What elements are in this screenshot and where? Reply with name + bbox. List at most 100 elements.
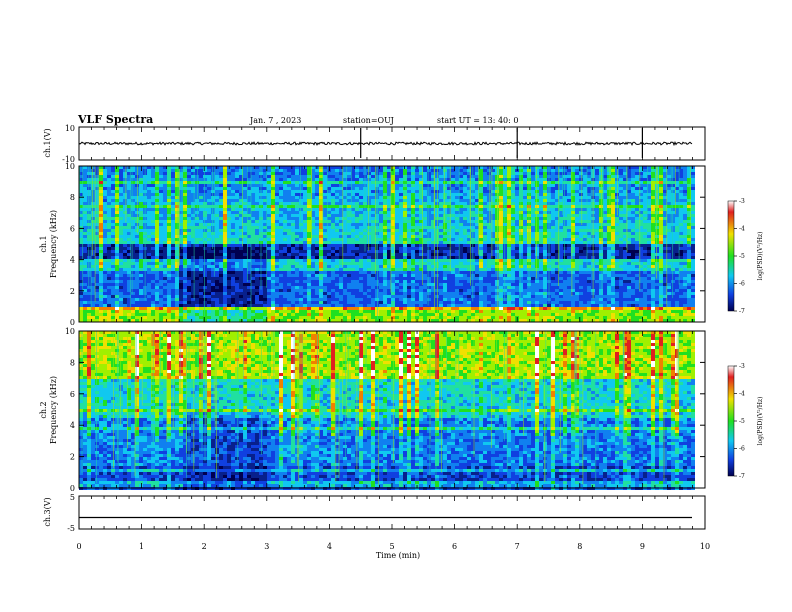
ch1-spectrogram-cell — [595, 220, 599, 223]
ch1-spectrogram-cell — [359, 187, 363, 190]
ch1-spectrogram-cell — [235, 217, 239, 220]
ch1-spectrogram-cell — [207, 256, 211, 259]
ch1-spectrogram-cell — [443, 196, 447, 199]
ch1-spectrogram-cell — [247, 196, 251, 199]
ch1-spectrogram-cell — [163, 235, 167, 238]
ch1-spectrogram-cell — [335, 232, 339, 235]
ch1-spectrogram-cell — [311, 208, 315, 211]
ch1-spectrogram-cell — [303, 184, 307, 187]
ch1-spectrogram-cell — [611, 232, 615, 235]
ch1-spectrogram-cell — [111, 214, 115, 217]
ch1-spectrogram-cell — [639, 256, 643, 259]
ch1-spectrogram-cell — [267, 208, 271, 211]
ch1-spectrogram-cell — [647, 214, 651, 217]
ch1-spectrogram-cell — [83, 211, 87, 214]
ch1-spectrogram-cell — [163, 208, 167, 211]
ch1-spectrogram-cell — [587, 175, 591, 178]
ch1-spectrogram-cell — [491, 181, 495, 184]
ch1-spectrogram-cell — [687, 232, 691, 235]
ch1-spectrogram-cell — [235, 226, 239, 229]
ch1-spectrogram-cell — [187, 169, 191, 172]
ch1-spectrogram-cell — [351, 193, 355, 196]
ch1-spectrogram-cell — [447, 253, 451, 256]
ch1-spectrogram-cell — [651, 178, 655, 181]
ch1-spectrogram-cell — [383, 202, 387, 205]
ch1-spectrogram-cell — [255, 187, 259, 190]
ch1-spectrogram-cell — [491, 256, 495, 259]
ch1-spectrogram-cell — [607, 193, 611, 196]
ch1-spectrogram-cell — [631, 172, 635, 175]
ch1-spectrogram-cell — [459, 235, 463, 238]
ch1-spectrogram-cell — [263, 175, 267, 178]
ch1-spectrogram-cell — [339, 232, 343, 235]
ch1-spectrogram-cell — [523, 214, 527, 217]
ch1-spectrogram-cell — [687, 187, 691, 190]
ch1-spectrogram-cell — [227, 208, 231, 211]
ch1-spectrogram-cell — [363, 256, 367, 259]
ch1-spectrogram-cell — [147, 193, 151, 196]
ch1-spectrogram-cell — [79, 244, 83, 247]
ch1-spectrogram-cell — [355, 244, 359, 247]
ch1-spectrogram-cell — [299, 235, 303, 238]
ch1-spectrogram-cell — [227, 184, 231, 187]
ch1-spectrogram-cell — [615, 226, 619, 229]
ch1-spectrogram-cell — [327, 244, 331, 247]
ch1-spectrogram-cell — [495, 250, 499, 253]
ch1-spectrogram-cell — [335, 202, 339, 205]
ch1-spectrogram-cell — [111, 202, 115, 205]
ch1-spectrogram-cell — [451, 235, 455, 238]
ch1-spectrogram-cell — [219, 211, 223, 214]
ch1-spectrogram-cell — [315, 241, 319, 244]
ch1-spectrogram-cell — [111, 196, 115, 199]
ch1-spectrogram-cell — [391, 220, 395, 223]
ch1-spectrogram-cell — [275, 250, 279, 253]
ch1-spectrogram-cell — [587, 181, 591, 184]
ch1-spectrogram-cell — [615, 247, 619, 250]
ch1-spectrogram-cell — [443, 241, 447, 244]
ch1-spectrogram-cell — [571, 202, 575, 205]
ch1-spectrogram-cell — [543, 259, 547, 262]
ch1-spectrogram-cell — [687, 238, 691, 241]
ch1-spectrogram-cell — [131, 184, 135, 187]
ch1-spectrogram-cell — [331, 193, 335, 196]
ch1-spectrogram-cell — [603, 172, 607, 175]
ch1-spectrogram-cell — [115, 247, 119, 250]
ch1-spectrogram-cell — [599, 190, 603, 193]
ch1-spectrogram-cell — [491, 250, 495, 253]
ch1-spectrogram-cell — [211, 181, 215, 184]
ch1-spectrogram-cell — [443, 202, 447, 205]
ch1-spectrogram-cell — [103, 181, 107, 184]
ch1-spectrogram-cell — [191, 196, 195, 199]
ch1-spectrogram-cell — [679, 220, 683, 223]
ch1-spectrogram-cell — [175, 187, 179, 190]
ch1-spectrogram-cell — [159, 259, 163, 262]
ch1-spectrogram-cell — [147, 196, 151, 199]
ch1-spectrogram-cell — [147, 229, 151, 232]
ch1-spectrogram-cell — [79, 208, 83, 211]
ch1-spectrogram-cell — [379, 256, 383, 259]
ch1-spectrogram-cell — [651, 232, 655, 235]
ch1-spectrogram-cell — [491, 169, 495, 172]
ch1-spectrogram-cell — [243, 256, 247, 259]
ch1-spectrogram-cell — [491, 175, 495, 178]
ch1-spectrogram-cell — [223, 247, 227, 250]
ch1-spectrogram-cell — [351, 232, 355, 235]
ch1-spectrogram-cell — [615, 217, 619, 220]
ch1-spectrogram-cell — [231, 202, 235, 205]
ch1-spectrogram-cell — [571, 256, 575, 259]
ch1-spectrogram-cell — [183, 220, 187, 223]
ch1-spectrogram-cell — [543, 184, 547, 187]
ch1-spectrogram-cell — [615, 175, 619, 178]
ch1-spectrogram-cell — [275, 235, 279, 238]
ch1-spectrogram-cell — [499, 247, 503, 250]
ch1-spectrogram-cell — [335, 166, 339, 169]
ch1-spectrogram-cell — [359, 214, 363, 217]
ch1-spectrogram-cell — [275, 190, 279, 193]
ch1-spectrogram-cell — [275, 259, 279, 262]
ch1-spectrogram-cell — [283, 208, 287, 211]
ch1-spectrogram-cell — [323, 190, 327, 193]
ch1-spectrogram-cell — [643, 172, 647, 175]
ch1-spectrogram-cell — [371, 256, 375, 259]
ch1-spectrogram-cell — [107, 181, 111, 184]
ch1-spectrogram-cell — [223, 223, 227, 226]
